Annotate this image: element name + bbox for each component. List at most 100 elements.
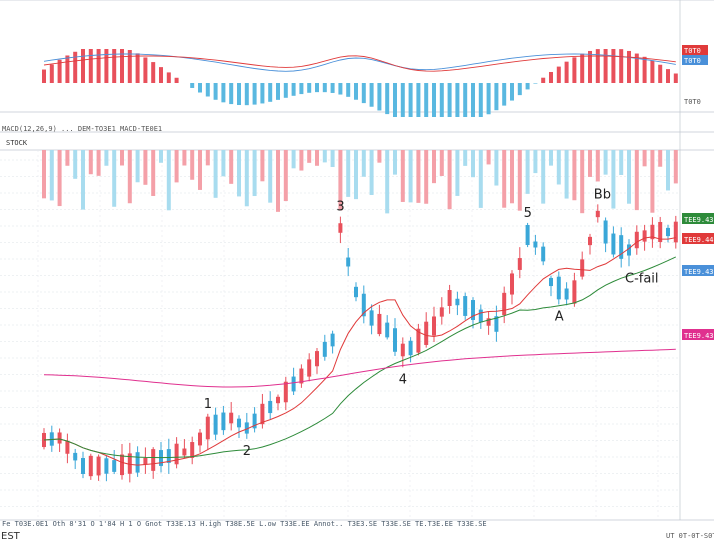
volume-bar [96, 150, 101, 176]
macd-bar [447, 83, 452, 117]
price-badge-bg [682, 233, 714, 244]
volume-bar [564, 150, 569, 199]
wave-label-3: 3 [336, 200, 344, 215]
macd-bar [57, 59, 62, 83]
candle-body [541, 246, 546, 262]
volume-bar [611, 150, 616, 209]
volume-bar [166, 150, 171, 211]
corner-label: EST [1, 531, 21, 541]
macd-bar [393, 83, 397, 117]
candle-body [268, 400, 273, 414]
macd-bar [237, 83, 241, 106]
macd-line [43, 53, 676, 72]
candle-body [439, 307, 444, 317]
volume-bar [322, 150, 327, 163]
ma-fast-line [43, 236, 676, 466]
volume-bar [42, 150, 46, 199]
candle-body [393, 328, 397, 352]
price-badge-bg [682, 265, 714, 276]
volume-bar [237, 150, 241, 197]
candle-body [151, 449, 156, 471]
candle-body [73, 452, 78, 461]
candle-body [260, 403, 265, 425]
macd-bar [213, 83, 218, 100]
volume-bar [276, 150, 280, 212]
macd-bar [400, 83, 405, 117]
price-badge-text: TEE9.44 [684, 236, 714, 244]
volume-bar [49, 150, 54, 201]
candle-body [385, 322, 390, 338]
macd-bar [619, 49, 624, 83]
volume-bar [666, 150, 670, 191]
macd-bar [42, 69, 46, 83]
candle-body [213, 414, 218, 435]
candle-body [252, 413, 257, 429]
macd-bar [455, 83, 460, 117]
macd-bar [478, 83, 483, 117]
macd-bar [174, 77, 179, 83]
volume-bar [143, 150, 148, 185]
macd-bar [533, 83, 538, 84]
volume-bar [650, 150, 655, 213]
price-badge-bg [682, 213, 714, 224]
macd-bar [198, 83, 202, 93]
volume-bar [354, 150, 358, 200]
date-label: UT 0T-0T-S0T [666, 532, 714, 540]
candle-body [81, 458, 85, 474]
candle-body [494, 316, 499, 332]
volume-bar [174, 150, 179, 183]
candle-body [166, 449, 171, 463]
status-bar: Fe T03E.0E1 Oth 8'31 O 1'84 H 1 O Gnot T… [2, 520, 487, 528]
candle-body [244, 422, 249, 434]
wave-label-1: 1 [204, 397, 212, 412]
candle-body [229, 412, 234, 424]
macd-badge: T0T0 [682, 55, 708, 65]
candle-body [533, 241, 538, 248]
candle-body [642, 230, 647, 242]
macd-bar [330, 83, 335, 93]
candle-body [221, 412, 226, 431]
volume-bar [549, 150, 553, 166]
macd-bar [556, 66, 561, 83]
macd-bar [666, 69, 670, 83]
macd-bar [96, 49, 101, 83]
candle-body [237, 418, 241, 428]
macd-badge-text: T0T0 [684, 47, 701, 55]
macd-badge-text: T0T0 [684, 57, 701, 65]
macd-bar [385, 83, 390, 115]
candle-body [525, 224, 530, 246]
wave-label-bb: Bb [594, 187, 611, 202]
candle-body [299, 368, 304, 384]
candle-body [572, 280, 577, 304]
candle-body [673, 221, 678, 243]
macd-bar [268, 83, 273, 102]
volume-bar [104, 150, 109, 166]
volume-bar [447, 150, 452, 210]
macd-axis-label: T0T0 [684, 98, 701, 106]
macd-bar [221, 83, 226, 103]
macd-bar [112, 49, 117, 83]
candle-body [634, 231, 639, 249]
volume-bar [88, 150, 93, 175]
volume-bar [112, 150, 117, 207]
candle-body [580, 259, 585, 277]
volume-bar [502, 150, 507, 208]
candle-body [517, 258, 522, 270]
volume-bars [42, 150, 678, 214]
macd-bar [494, 83, 499, 111]
volume-bar [299, 150, 304, 171]
macd-bar [486, 83, 491, 115]
volume-bar [283, 150, 288, 202]
volume-bar [377, 150, 382, 163]
volume-bar [135, 150, 140, 183]
volume-bar [73, 150, 78, 179]
candle-body [205, 416, 210, 440]
candle-body [346, 257, 351, 267]
candle-body [127, 453, 132, 474]
volume-bar [673, 150, 678, 184]
volume-bar [400, 150, 405, 202]
macd-bar [588, 50, 592, 83]
wave-label-4: 4 [399, 372, 407, 387]
volume-bar [424, 150, 429, 204]
volume-bar [330, 150, 335, 168]
